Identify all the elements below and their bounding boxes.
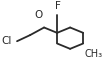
Text: F: F xyxy=(55,1,61,11)
Text: Cl: Cl xyxy=(2,36,12,46)
Text: CH₃: CH₃ xyxy=(85,49,103,59)
Text: O: O xyxy=(34,10,42,20)
